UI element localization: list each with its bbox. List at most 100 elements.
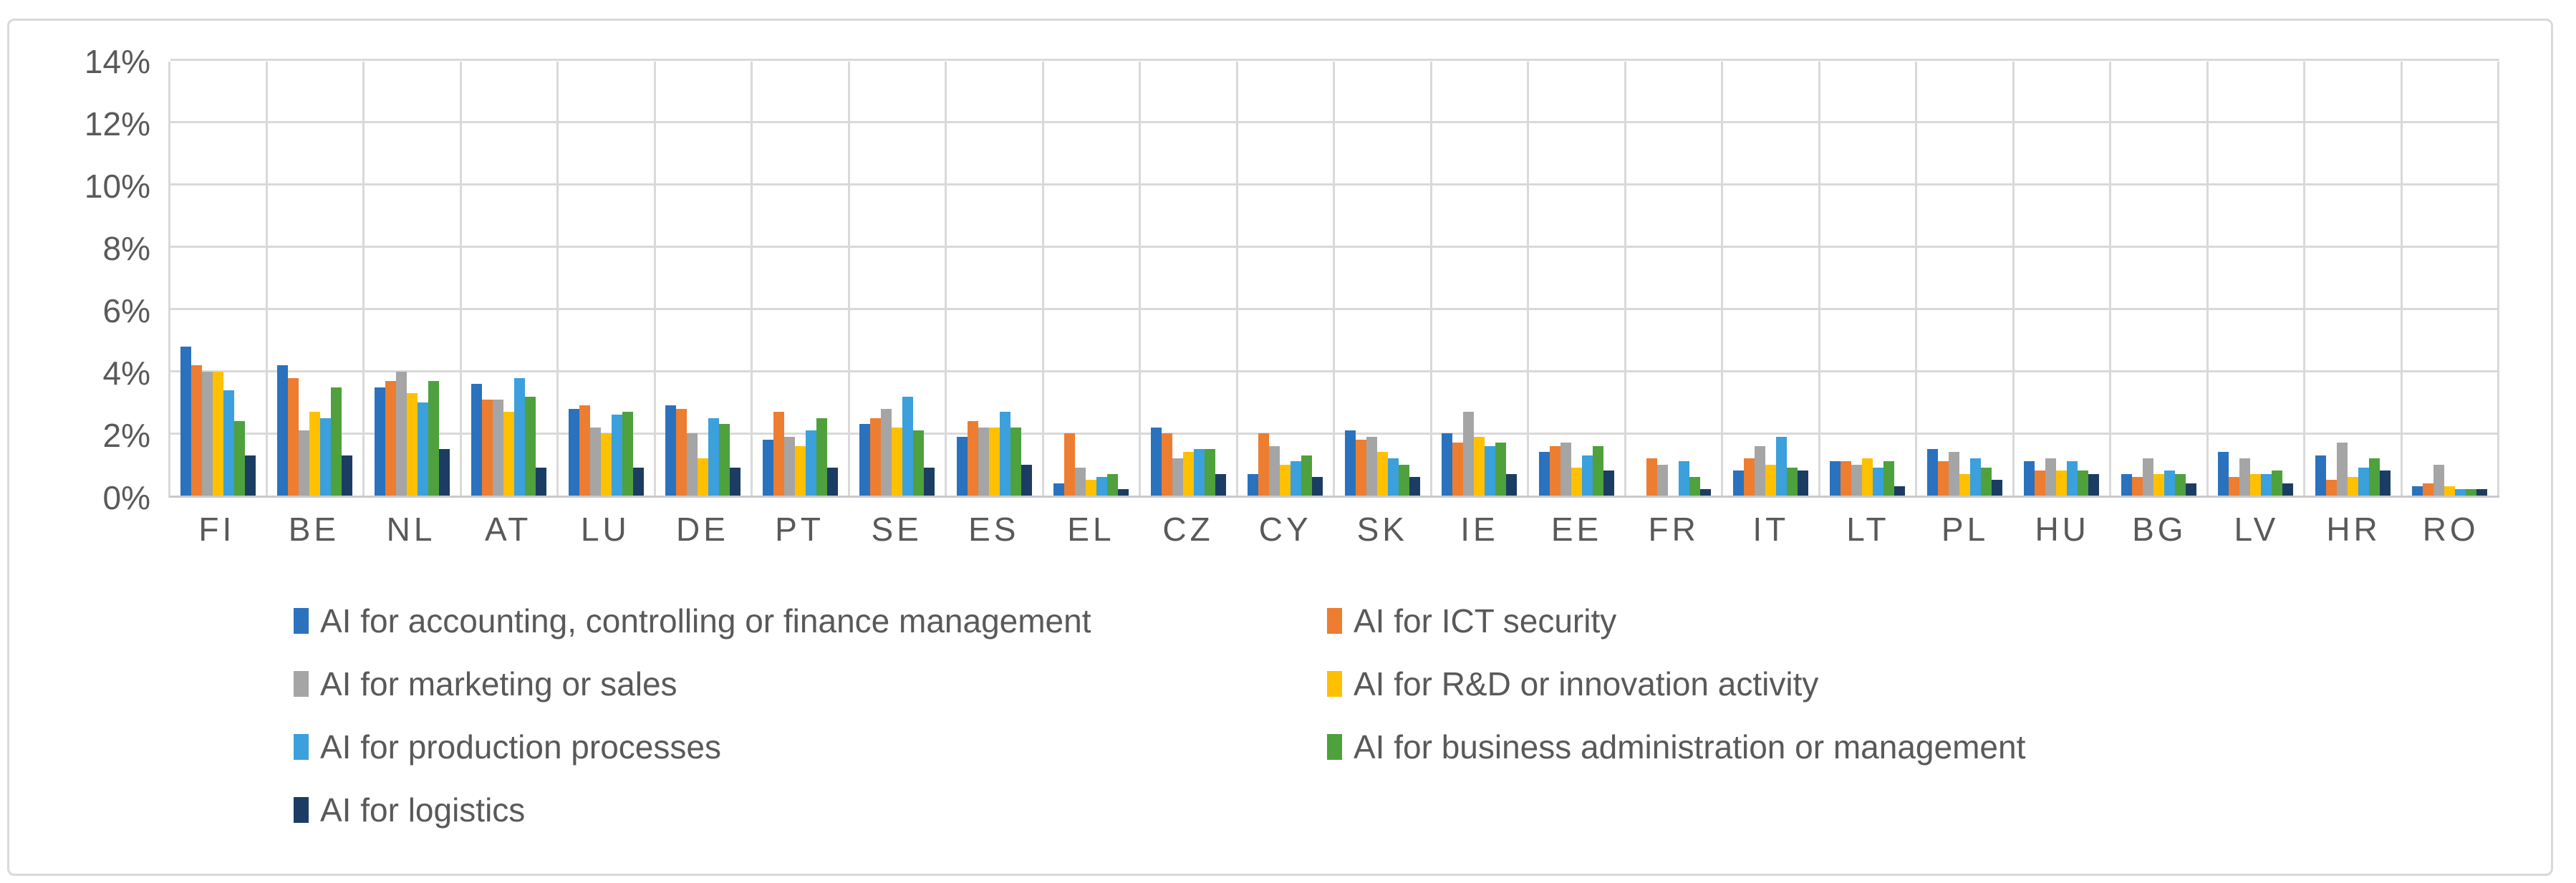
x-tick-label: CZ bbox=[1162, 511, 1214, 548]
bar bbox=[1948, 452, 1959, 496]
bar bbox=[1387, 458, 1399, 496]
legend-label-accounting: AI for accounting, controlling or financ… bbox=[320, 602, 1091, 640]
category-cell-fi bbox=[170, 62, 268, 496]
category-cell-lu bbox=[559, 62, 656, 496]
x-tick-label: CY bbox=[1258, 511, 1312, 548]
category-cell-es bbox=[947, 62, 1044, 496]
bar bbox=[1980, 468, 1992, 496]
x-tick-label: IT bbox=[1752, 511, 1790, 548]
bar bbox=[503, 412, 515, 496]
bar bbox=[1376, 452, 1388, 496]
bar bbox=[2444, 486, 2456, 496]
x-tick-label: HU bbox=[2035, 511, 2090, 548]
bar bbox=[2067, 461, 2078, 496]
bar bbox=[1538, 452, 1550, 496]
bar bbox=[1442, 433, 1453, 496]
bar bbox=[2088, 473, 2100, 496]
bar bbox=[2163, 471, 2175, 496]
bar bbox=[201, 371, 213, 496]
bar bbox=[1301, 455, 1313, 496]
category-cell-pl bbox=[1917, 62, 2015, 496]
bar bbox=[277, 365, 289, 496]
bar bbox=[1172, 458, 1183, 496]
bar bbox=[2336, 443, 2348, 496]
bar bbox=[1700, 489, 1712, 496]
bar bbox=[2412, 486, 2423, 496]
bar bbox=[417, 402, 428, 496]
bar bbox=[2035, 471, 2046, 496]
bar bbox=[1485, 445, 1496, 496]
legend-label-logistics: AI for logistics bbox=[320, 791, 526, 829]
x-axis: FI BE NL AT LU DE PT SE ES EL CZ CY SK IE EE FR IT LT PL HU… bbox=[168, 510, 2499, 553]
bar bbox=[1560, 443, 1571, 496]
gridline bbox=[170, 183, 2499, 185]
bar bbox=[988, 427, 1000, 496]
bar bbox=[1603, 471, 1614, 496]
bar bbox=[385, 380, 396, 496]
legend-item-rnd: AI for R&D or innovation activity bbox=[1327, 665, 1818, 703]
bar bbox=[1215, 473, 1226, 496]
bar bbox=[794, 445, 806, 496]
bar bbox=[2423, 483, 2434, 496]
bar bbox=[1409, 477, 1420, 496]
bar bbox=[1841, 461, 1852, 496]
x-tick-label: DE bbox=[675, 511, 729, 548]
bar bbox=[1549, 445, 1560, 496]
bar bbox=[1830, 461, 1841, 496]
bar bbox=[1096, 477, 1108, 496]
bar bbox=[913, 430, 925, 496]
category-cell-ro bbox=[2403, 62, 2499, 496]
bar bbox=[233, 421, 245, 496]
category-cell-cz bbox=[1141, 62, 1238, 496]
x-tick-label: LV bbox=[2234, 511, 2280, 548]
bar bbox=[2131, 477, 2143, 496]
legend-item-accounting: AI for accounting, controlling or financ… bbox=[294, 602, 1091, 640]
bar bbox=[2218, 452, 2229, 496]
bar bbox=[676, 408, 688, 496]
legend-swatch-accounting bbox=[294, 608, 309, 634]
bar bbox=[579, 405, 590, 496]
bar bbox=[1366, 436, 1377, 496]
bar bbox=[1204, 449, 1215, 496]
x-tick-label: AT bbox=[485, 511, 532, 548]
y-tick-label: 10% bbox=[84, 168, 150, 205]
bar bbox=[395, 371, 407, 496]
bar bbox=[1021, 464, 1032, 496]
legend-label-production: AI for production processes bbox=[320, 728, 721, 766]
category-cell-pt bbox=[753, 62, 850, 496]
legend-label-ict-security: AI for ICT security bbox=[1354, 602, 1617, 640]
bar bbox=[2282, 483, 2294, 496]
category-cell-sk bbox=[1335, 62, 1432, 496]
bar bbox=[1010, 427, 1021, 496]
bar bbox=[438, 449, 450, 496]
x-tick-label: FI bbox=[198, 511, 236, 548]
bar bbox=[1894, 486, 1906, 496]
y-tick-label: 8% bbox=[102, 230, 150, 267]
bar bbox=[2272, 471, 2283, 496]
x-tick-label: PT bbox=[775, 511, 824, 548]
x-tick-label: NL bbox=[386, 511, 436, 548]
bar bbox=[622, 412, 633, 496]
bar bbox=[1355, 440, 1366, 496]
category-cell-hu bbox=[2015, 62, 2111, 496]
x-tick-label: LT bbox=[1846, 511, 1890, 548]
category-cell-be bbox=[268, 62, 365, 496]
category-cell-se bbox=[850, 62, 947, 496]
gridline bbox=[170, 433, 2499, 435]
gridline bbox=[170, 59, 2499, 61]
bar bbox=[1150, 427, 1162, 496]
bar bbox=[2455, 489, 2466, 496]
bar bbox=[190, 365, 202, 496]
bar bbox=[1344, 430, 1356, 496]
legend-swatch-marketing bbox=[294, 671, 309, 697]
bar bbox=[2466, 489, 2477, 496]
bar bbox=[1679, 461, 1690, 496]
bar bbox=[698, 458, 709, 496]
category-cell-bg bbox=[2111, 62, 2209, 496]
bar bbox=[2476, 489, 2488, 496]
bar bbox=[2239, 458, 2251, 496]
legend-item-marketing: AI for marketing or sales bbox=[294, 665, 677, 703]
bar bbox=[471, 384, 483, 496]
bar bbox=[2185, 483, 2196, 496]
